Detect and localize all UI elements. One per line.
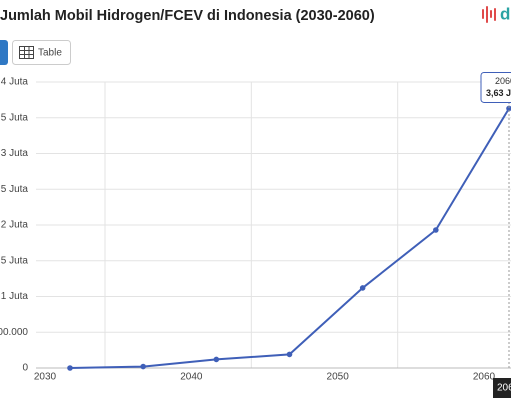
y-tick-label: 2,5 Juta — [0, 184, 28, 195]
point — [140, 363, 146, 370]
x-tick-label: 2050 — [327, 372, 350, 383]
x-tick-label: 2040 — [180, 372, 203, 383]
y-tick-label: 3,5 Juta — [0, 112, 28, 123]
point — [359, 285, 366, 291]
point — [67, 365, 73, 371]
table-button[interactable]: Table — [12, 40, 71, 65]
y-tick-label: 1,5 Juta — [0, 255, 28, 266]
crosshair-label: 2060 — [497, 383, 511, 394]
chart-button[interactable] — [0, 40, 8, 65]
y-tick-label: 0 — [22, 363, 28, 374]
crosshair-label-bg — [493, 378, 511, 398]
x-tick-label: 2060 — [473, 372, 496, 383]
table-button-label: Table — [38, 48, 62, 59]
chart-title: Jumlah Mobil Hidrogen/FCEV di Indonesia … — [0, 8, 375, 24]
point — [286, 351, 293, 358]
tooltip-box — [480, 71, 511, 103]
point — [213, 356, 220, 363]
y-tick-label: 3 Juta — [1, 148, 29, 159]
x-tick-label: 2030 — [34, 372, 57, 383]
y-tick-label: 2 Juta — [1, 220, 29, 231]
tooltip-value: 3,63 Juta — [486, 88, 511, 98]
tooltip-x: 2060 — [495, 76, 511, 86]
point — [433, 227, 439, 233]
logo-text: d — [500, 4, 510, 23]
line — [69, 107, 510, 369]
point — [506, 105, 511, 112]
y-tick-label: 4 Juta — [1, 77, 29, 88]
tooltip: 2060 3,63 Juta — [480, 71, 511, 103]
logo: d — [482, 4, 510, 23]
y-tick-label: 1 Juta — [1, 291, 29, 302]
y-tick-label: 500.000 — [0, 327, 28, 338]
